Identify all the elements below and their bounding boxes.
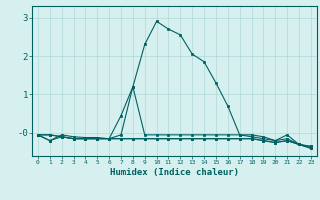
X-axis label: Humidex (Indice chaleur): Humidex (Indice chaleur) — [110, 168, 239, 177]
